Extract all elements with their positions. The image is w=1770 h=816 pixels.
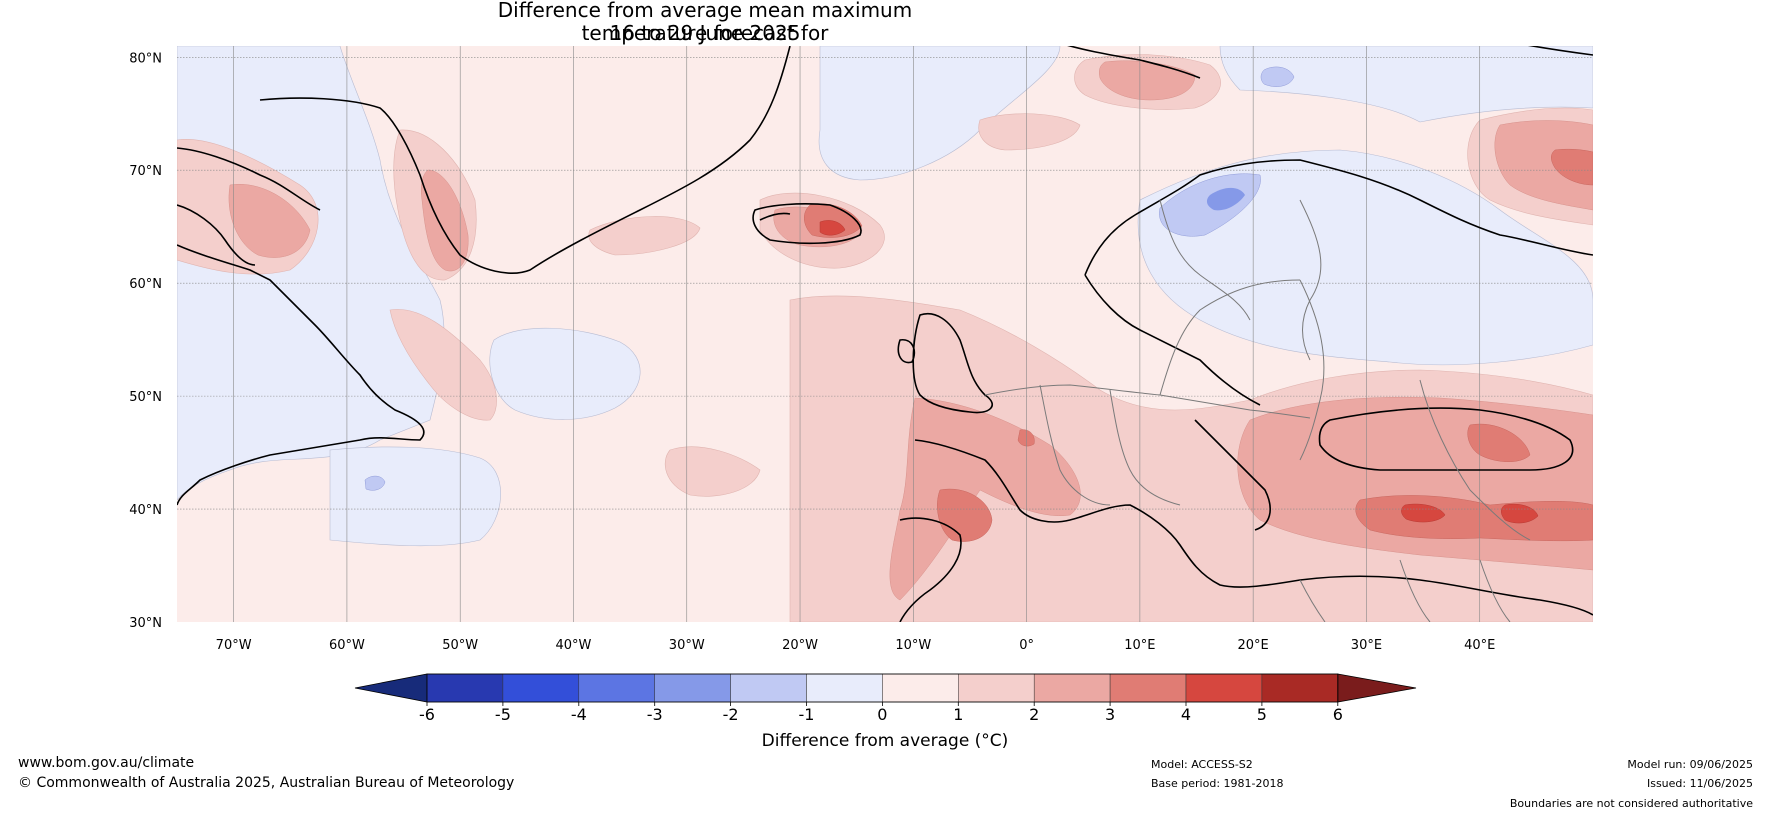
colorbar-tick-label: 4 [1181,705,1191,724]
country-borders [984,199,1531,622]
colorbar-segment [1109,673,1187,703]
map-subtitle: 16 to 29 June 2025 [609,21,801,45]
anomaly-minus-3-minus-2 [1206,187,1245,211]
lat-label: 60°N [129,277,162,292]
lon-label: 20°W [782,638,818,653]
map-area [177,46,1593,622]
lon-label: 70°W [216,638,252,653]
colorbar-segment [502,673,580,703]
lon-label: 40°W [556,638,592,653]
colorbar-tick-label: -3 [647,705,663,724]
colorbar-segment [730,673,807,703]
lon-label: 60°W [329,638,365,653]
lon-label: 40°E [1464,638,1495,653]
colorbar-tick-labels: -6 -5 -4 -3 -2 -1 0 1 2 3 4 5 6 [419,705,1343,724]
colorbar-extend-low [354,673,428,703]
colorbar-tick-label: -2 [723,705,739,724]
colorbar-tick-label: 3 [1105,705,1115,724]
map-title: Difference from average mean maximum tem… [497,0,913,45]
colorbar-segment [654,673,731,703]
colorbar-segment [578,673,655,703]
lon-label: 50°W [442,638,478,653]
graticule [177,46,1593,622]
colorbar-tick-label: 0 [877,705,887,724]
coastlines [177,46,1593,622]
colorbar-tick-label: 2 [1029,705,1039,724]
website-text: www.bom.gov.au/climate [18,755,195,771]
lon-label: 0° [1019,638,1034,653]
issued-text: Issued: 11/06/2025 [1646,777,1753,790]
latitude-labels: 80°N 70°N 60°N 50°N 40°N 30°N [129,51,162,631]
lon-label: 10°E [1124,638,1155,653]
colorbar-segment [882,673,959,703]
colorbar-segment [1033,673,1111,703]
lon-label: 20°E [1238,638,1269,653]
colorbar-segment [1185,673,1263,703]
longitude-labels: 70°W 60°W 50°W 40°W 30°W 20°W 10°W 0° 10°E 20°E 30… [216,638,1496,653]
colorbar-tick-label: -6 [419,705,435,724]
colorbar-extend-high [1337,673,1417,703]
colorbar-tick-label: 5 [1257,705,1267,724]
lat-label: 80°N [129,51,162,66]
colorbar-segment [806,673,883,703]
colorbar-tick-label: -4 [571,705,587,724]
model-run-text: Model run: 09/06/2025 [1627,758,1753,771]
colorbar-segment [1261,673,1339,703]
colorbar-segment [958,673,1035,703]
lat-label: 40°N [129,503,162,518]
lon-label: 10°W [895,638,931,653]
colorbar-tick-label: -1 [799,705,815,724]
copyright-text: © Commonwealth of Australia 2025, Austra… [18,775,515,791]
colorbar-label: Difference from average (°C) [761,731,1009,751]
colorbar [354,673,1417,706]
colorbar-tick-label: 1 [953,705,963,724]
colorbar-tick-label: 6 [1333,705,1343,724]
disclaimer-text: Boundaries are not considered authoritat… [1509,797,1753,810]
colorbar-tick-label: -5 [495,705,511,724]
lat-label: 70°N [129,164,162,179]
model-text: Model: ACCESS-S2 [1151,758,1253,771]
base-period-text: Base period: 1981-2018 [1151,777,1284,790]
colorbar-segment [426,673,504,703]
lon-label: 30°E [1351,638,1382,653]
lat-label: 50°N [129,390,162,405]
lat-label: 30°N [129,616,162,631]
lon-label: 30°W [669,638,705,653]
